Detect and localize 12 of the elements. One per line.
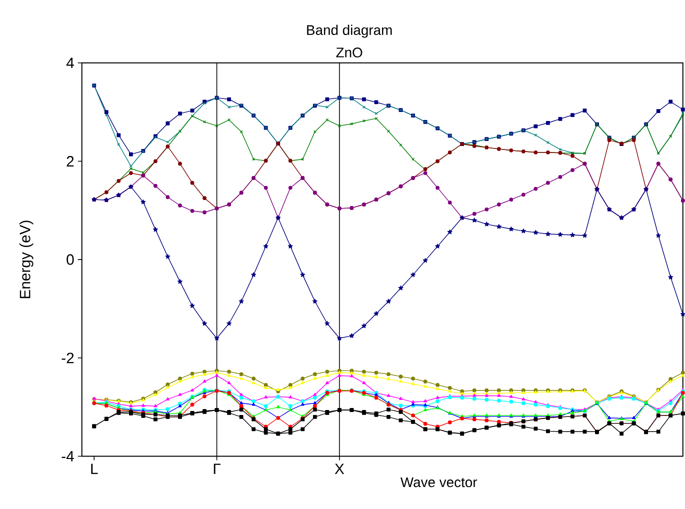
x-tick-label: X xyxy=(334,464,344,474)
x-tick-label: Γ xyxy=(214,464,220,474)
x-tick-label: L xyxy=(91,464,98,474)
y-tick-label: 0 xyxy=(66,254,74,265)
y-tick-label: -4 xyxy=(62,451,74,462)
y-tick-label: 4 xyxy=(66,58,74,68)
x-axis-title: Wave vector xyxy=(400,477,478,488)
y-tick-label: 2 xyxy=(66,156,74,166)
y-axis-title: Energy (eV) xyxy=(19,220,34,298)
y-tick-label: -2 xyxy=(62,352,74,364)
chart-subtitle: ZnO xyxy=(336,47,362,58)
chart-title: Band diagram xyxy=(307,24,392,38)
